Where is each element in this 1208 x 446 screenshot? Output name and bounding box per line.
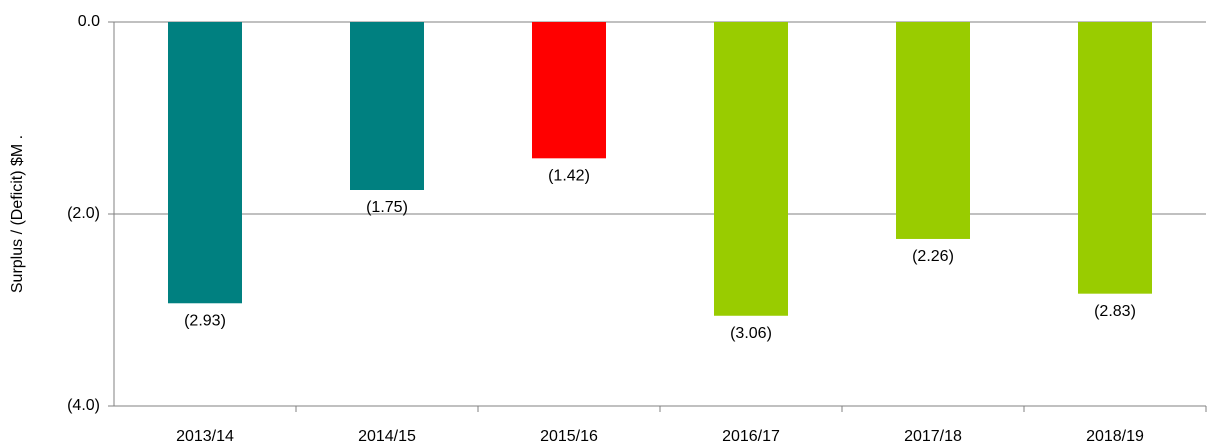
bar [168,22,242,304]
value-label: (1.75) [366,199,408,216]
bar [714,22,788,316]
y-tick-label: (4.0) [67,397,100,414]
x-tick-label: 2015/16 [540,428,598,445]
y-tick-label: (2.0) [67,205,100,222]
value-label: (2.83) [1094,303,1136,320]
value-label: (3.06) [730,325,772,342]
y-tick-label: 0.0 [78,13,100,30]
x-tick-label: 2016/17 [722,428,780,445]
bar [532,22,606,159]
bar [350,22,424,190]
value-label: (2.93) [184,312,226,329]
x-tick-label: 2018/19 [1086,428,1144,445]
y-axis-label: Surplus / (Deficit) $M . [9,135,26,293]
x-tick-label: 2017/18 [904,428,962,445]
bar [896,22,970,239]
x-tick-label: 2014/15 [358,428,416,445]
value-label: (1.42) [548,168,590,185]
value-label: (2.26) [912,248,954,265]
bar [1078,22,1152,294]
x-tick-label: 2013/14 [176,428,234,445]
